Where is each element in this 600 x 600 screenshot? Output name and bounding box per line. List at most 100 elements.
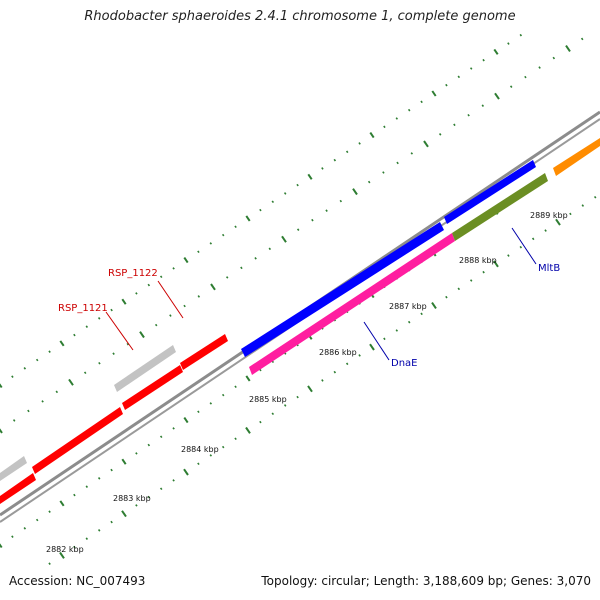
gene-reverse-2[interactable] (122, 365, 183, 410)
scale-tick (234, 225, 237, 229)
gene-forward-1[interactable] (241, 222, 444, 357)
gene-reverse-4[interactable] (0, 473, 36, 504)
scale-tick (423, 140, 429, 148)
scale-tick (581, 204, 585, 207)
gene-rna[interactable] (249, 233, 455, 375)
scale-tick (445, 295, 448, 299)
scale-label-2886: 2886 kbp (319, 348, 357, 357)
scale-tick (369, 343, 375, 351)
scale-tick (407, 108, 411, 112)
scale-tick (73, 545, 76, 549)
scale-tick (183, 417, 189, 424)
scale-tick (121, 510, 127, 518)
scale-tick (240, 266, 243, 270)
scale-tick (481, 104, 485, 107)
scale-tick (135, 292, 138, 295)
scale-tick (396, 161, 399, 165)
scale-tick (469, 67, 473, 70)
scale-tick (85, 537, 89, 540)
scale-tick (59, 551, 65, 559)
scale-tick (135, 504, 138, 507)
scale-label-2889: 2889 kbp (530, 211, 568, 220)
scale-tick (254, 257, 257, 260)
scale-tick (245, 215, 251, 222)
gene-orange[interactable] (553, 138, 600, 176)
scale-tick (73, 333, 76, 337)
scale-tick (296, 228, 300, 231)
gene-label-dnae[interactable]: DnaE (391, 358, 417, 369)
scale-tick (172, 479, 175, 482)
scale-tick (83, 371, 87, 375)
leader-rsp1122 (157, 280, 184, 319)
scale-tick (11, 375, 14, 378)
scale-tick (395, 117, 399, 120)
scale-tick (453, 123, 456, 127)
scale-tick (382, 171, 385, 174)
scale-tick (12, 419, 16, 422)
gene-label-rsp1121[interactable]: RSP_1121 (58, 303, 108, 314)
scale-tick (509, 85, 513, 88)
scale-tick (55, 390, 59, 394)
scale-tick (507, 42, 510, 45)
scale-tick (307, 173, 313, 180)
scale-tick (482, 58, 485, 62)
scale-tick (593, 195, 597, 199)
scale-tick (259, 420, 262, 424)
scale-tick (48, 510, 51, 513)
scale-tick (234, 385, 237, 389)
scale-tick (11, 535, 14, 538)
scale-tick (407, 320, 411, 324)
scale-tick (367, 180, 371, 184)
scale-tick (197, 250, 200, 254)
scale-tick (552, 56, 556, 60)
scale-tick (183, 257, 189, 264)
scale-tick (519, 245, 523, 249)
scale-tick (410, 152, 414, 155)
scale-tick (35, 518, 39, 522)
gene-reverse-1[interactable] (180, 334, 228, 370)
scale-tick (311, 218, 314, 222)
gene-forward-2[interactable] (444, 160, 536, 224)
scale-tick (23, 367, 27, 370)
scale-tick (121, 458, 127, 465)
scale-tick (85, 485, 89, 488)
scale-tick (112, 352, 115, 355)
scale-ticks (0, 33, 597, 565)
scale-tick (221, 393, 225, 397)
scale-label-2885: 2885 kbp (249, 395, 287, 404)
scale-tick (321, 167, 324, 170)
gene-olive[interactable] (452, 173, 548, 241)
gene-label-mltb[interactable]: MltB (538, 263, 560, 274)
accession-text: Accession: NC_007493 (9, 574, 146, 588)
scale-tick (420, 100, 423, 104)
scale-tick (110, 520, 113, 524)
scale-label-2888: 2888 kbp (459, 256, 497, 265)
scale-tick (27, 409, 30, 413)
scale-tick (245, 375, 251, 382)
scale-label-2882: 2882 kbp (46, 545, 84, 554)
scale-tick (445, 83, 448, 87)
scale-tick (245, 426, 251, 434)
scale-tick (159, 487, 163, 491)
scale-tick (339, 199, 343, 203)
leader-mltb (511, 227, 537, 265)
scale-tick (209, 402, 213, 405)
scale-tick (345, 150, 349, 154)
scale-tick (457, 287, 461, 291)
scale-tick (333, 370, 337, 374)
scale-tick (268, 247, 272, 251)
scale-tick (383, 337, 386, 341)
gene-misc-2[interactable] (0, 456, 27, 481)
scale-tick (183, 468, 189, 476)
scale-tick (209, 242, 213, 245)
scale-tick (147, 283, 151, 287)
scale-tick (431, 302, 437, 309)
scale-tick (296, 183, 299, 187)
scale-tick (438, 133, 442, 136)
scale-tick (73, 493, 76, 497)
gene-label-rsp1122[interactable]: RSP_1122 (108, 268, 158, 279)
scale-tick (457, 75, 461, 79)
gene-misc-1[interactable] (114, 345, 176, 392)
gene-reverse-3[interactable] (32, 407, 123, 474)
